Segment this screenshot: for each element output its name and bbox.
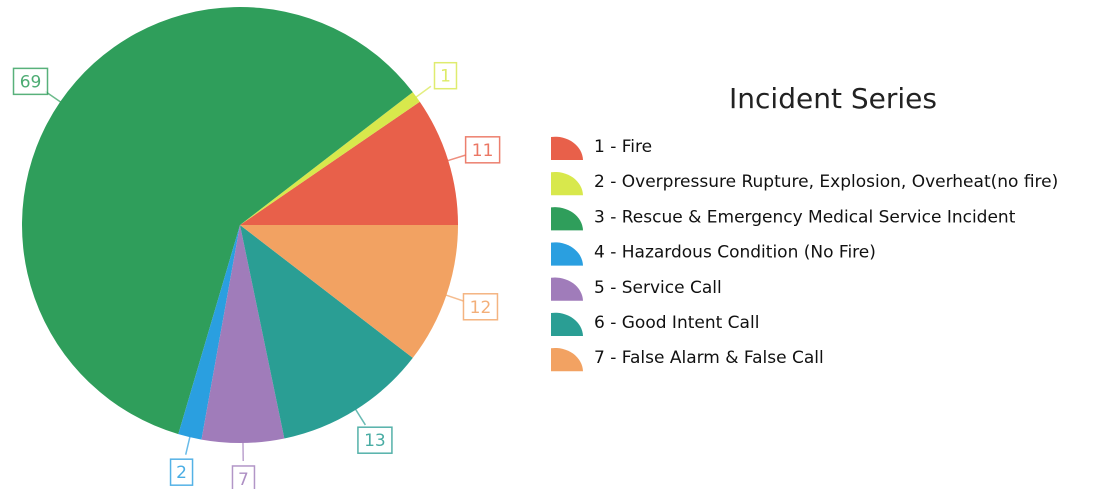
- legend-marker: [551, 207, 583, 231]
- pie-slice: [240, 225, 458, 358]
- legend-marker: [551, 347, 583, 372]
- data-label-box: [357, 426, 393, 454]
- legend-marker: [551, 242, 583, 266]
- legend-label: 3 - Rescue & Emergency Medical Service I…: [594, 207, 1016, 227]
- data-label: 7: [238, 470, 249, 489]
- legend-marker: [551, 136, 583, 160]
- legend-title: Incident Series: [729, 82, 937, 115]
- pie-slice: [240, 225, 413, 439]
- data-label: 11: [472, 141, 494, 161]
- leader-line: [442, 293, 464, 302]
- leader-line: [353, 405, 366, 426]
- data-label: 1: [440, 67, 451, 87]
- legend-label: 4 - Hazardous Condition (No Fire): [594, 243, 876, 263]
- data-label-box: [12, 67, 49, 96]
- data-label-box: [231, 465, 256, 489]
- data-label-box: [464, 136, 501, 164]
- legend-marker: [551, 277, 583, 301]
- legend-label: 2 - Overpressure Rupture, Explosion, Ove…: [594, 172, 1058, 192]
- leader-line: [412, 85, 432, 100]
- leader-line: [44, 90, 64, 105]
- legend-label: 5 - Service Call: [594, 278, 722, 298]
- pie-slice: [178, 225, 240, 440]
- pie-slice: [240, 92, 420, 225]
- pie-slice: [240, 101, 458, 225]
- data-label: 69: [20, 72, 42, 92]
- leader-line: [184, 433, 192, 455]
- legend-marker: [551, 312, 583, 336]
- data-label-box: [169, 458, 194, 486]
- data-label-box: [462, 293, 499, 321]
- pie-slice: [201, 225, 285, 443]
- data-label: 2: [176, 463, 187, 483]
- legend-label: 6 - Good Intent Call: [594, 313, 759, 333]
- legend-marker: [551, 171, 583, 196]
- legend-label: 7 - False Alarm & False Call: [594, 348, 824, 368]
- leader-line: [444, 154, 466, 163]
- legend-label: 1 - Fire: [594, 137, 652, 157]
- data-label: 12: [470, 298, 492, 318]
- data-label: 13: [364, 431, 386, 451]
- pie-slice: [21, 6, 413, 435]
- data-label-box: [433, 61, 458, 90]
